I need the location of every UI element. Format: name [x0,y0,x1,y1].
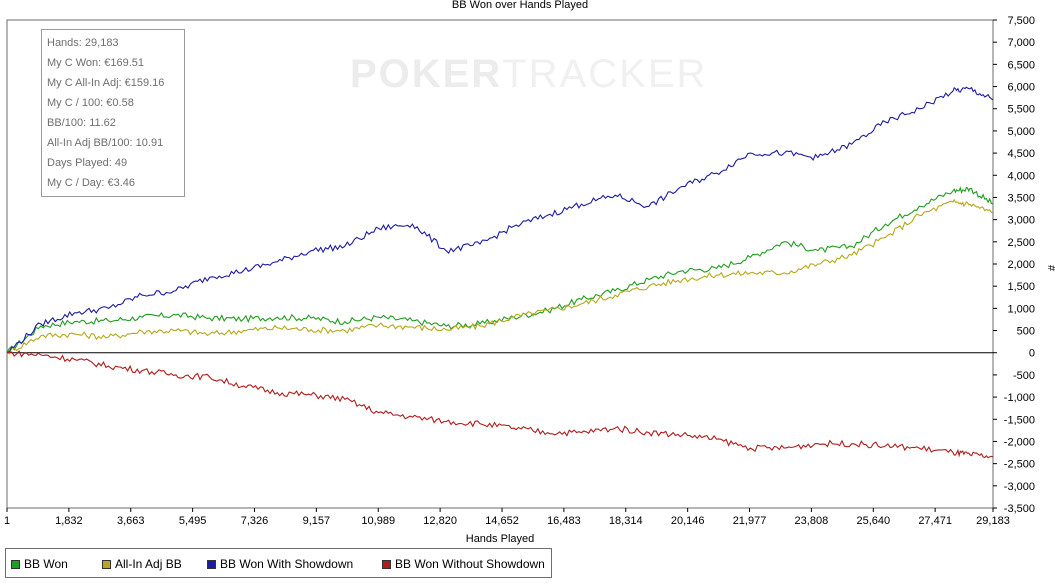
stat-hands: Hands: 29,183 [47,37,119,49]
legend-swatch-without-showdown [382,559,391,569]
y-tick-label: 1,000 [1007,303,1035,315]
y-tick-label: 6,500 [1007,59,1035,71]
watermark-logo: POKERTRACKER [350,52,707,97]
legend-item-bb-won[interactable]: BB Won [11,557,68,571]
y-tick-label: 3,500 [1007,192,1035,204]
x-tick-label: 25,640 [856,515,890,527]
legend-swatch-bb-won [11,559,20,569]
legend: BB Won All-In Adj BB BB Won With Showdow… [5,548,552,578]
stat-allin-bb-100: All-In Adj BB/100: 10.91 [47,137,164,149]
stat-per-day: My C / Day: €3.46 [47,177,136,189]
series-line-1 [6,198,994,355]
series-line-3 [6,349,994,459]
y-tick-label: -1,500 [1004,414,1035,426]
stat-won: My C Won: €169.51 [47,57,145,69]
legend-label: BB Won [24,557,68,571]
stats-box: Hands: 29,183 My C Won: €169.51 My C All… [41,29,185,197]
y-tick-label: 500 [1017,326,1035,338]
x-tick-label: 18,314 [609,515,643,527]
y-tick-label: -3,000 [1004,481,1035,493]
series-line-2 [6,86,994,354]
y-tick-label: -2,000 [1004,436,1035,448]
legend-label: BB Won Without Showdown [395,557,545,571]
y-axis-label: # [1045,265,1055,272]
legend-swatch-with-showdown [207,559,216,569]
x-tick-label: 23,808 [795,515,829,527]
legend-swatch-allin-adj [102,559,111,569]
x-tick-label: 12,820 [423,515,457,527]
y-tick-label: 2,000 [1007,259,1035,271]
x-tick-label: 7,326 [241,515,269,527]
x-tick-label: 20,146 [671,515,705,527]
legend-item-without-showdown[interactable]: BB Won Without Showdown [382,557,545,571]
watermark-part2: TRACKER [502,52,708,96]
legend-label: BB Won With Showdown [220,557,354,571]
x-tick-label: 5,495 [179,515,207,527]
x-tick-label: 1,832 [55,515,83,527]
y-tick-label: 2,500 [1007,237,1035,249]
y-tick-label: 0 [1029,348,1035,360]
stat-allin-adj: My C All-In Adj: €159.16 [47,77,165,89]
y-tick-label: 5,000 [1007,126,1035,138]
x-tick-label: 10,989 [361,515,395,527]
stat-days: Days Played: 49 [47,157,128,169]
y-tick-label: 1,500 [1007,281,1035,293]
stat-per-100: My C / 100: €0.58 [47,97,134,109]
x-tick-label: 29,183 [976,515,1010,527]
y-tick-label: 4,000 [1007,170,1035,182]
y-tick-label: -2,500 [1004,459,1035,471]
legend-item-with-showdown[interactable]: BB Won With Showdown [207,557,353,571]
x-tick-label: 3,663 [117,515,145,527]
y-tick-label: 5,500 [1007,104,1035,116]
legend-item-allin-adj[interactable]: All-In Adj BB [102,557,182,571]
x-tick-label: 16,483 [547,515,581,527]
y-tick-label: 7,500 [1007,15,1035,27]
y-tick-label: -500 [1013,370,1035,382]
y-tick-label: -1,000 [1004,392,1035,404]
x-axis-label: Hands Played [466,533,535,545]
stat-bb-100: BB/100: 11.62 [47,117,116,129]
x-tick-label: 21,977 [733,515,767,527]
y-tick-label: 6,000 [1007,82,1035,94]
y-tick-label: -3,500 [1004,503,1035,515]
x-tick-label: 1 [4,515,10,527]
watermark-part1: POKER [350,52,503,96]
y-tick-label: 3,000 [1007,215,1035,227]
legend-label: All-In Adj BB [115,557,182,571]
x-tick-label: 27,471 [918,515,952,527]
x-tick-label: 14,652 [485,515,519,527]
y-tick-label: 7,000 [1007,37,1035,49]
chart-title: BB Won over Hands Played [452,0,588,11]
y-tick-label: 4,500 [1007,148,1035,160]
x-tick-label: 9,157 [303,515,331,527]
